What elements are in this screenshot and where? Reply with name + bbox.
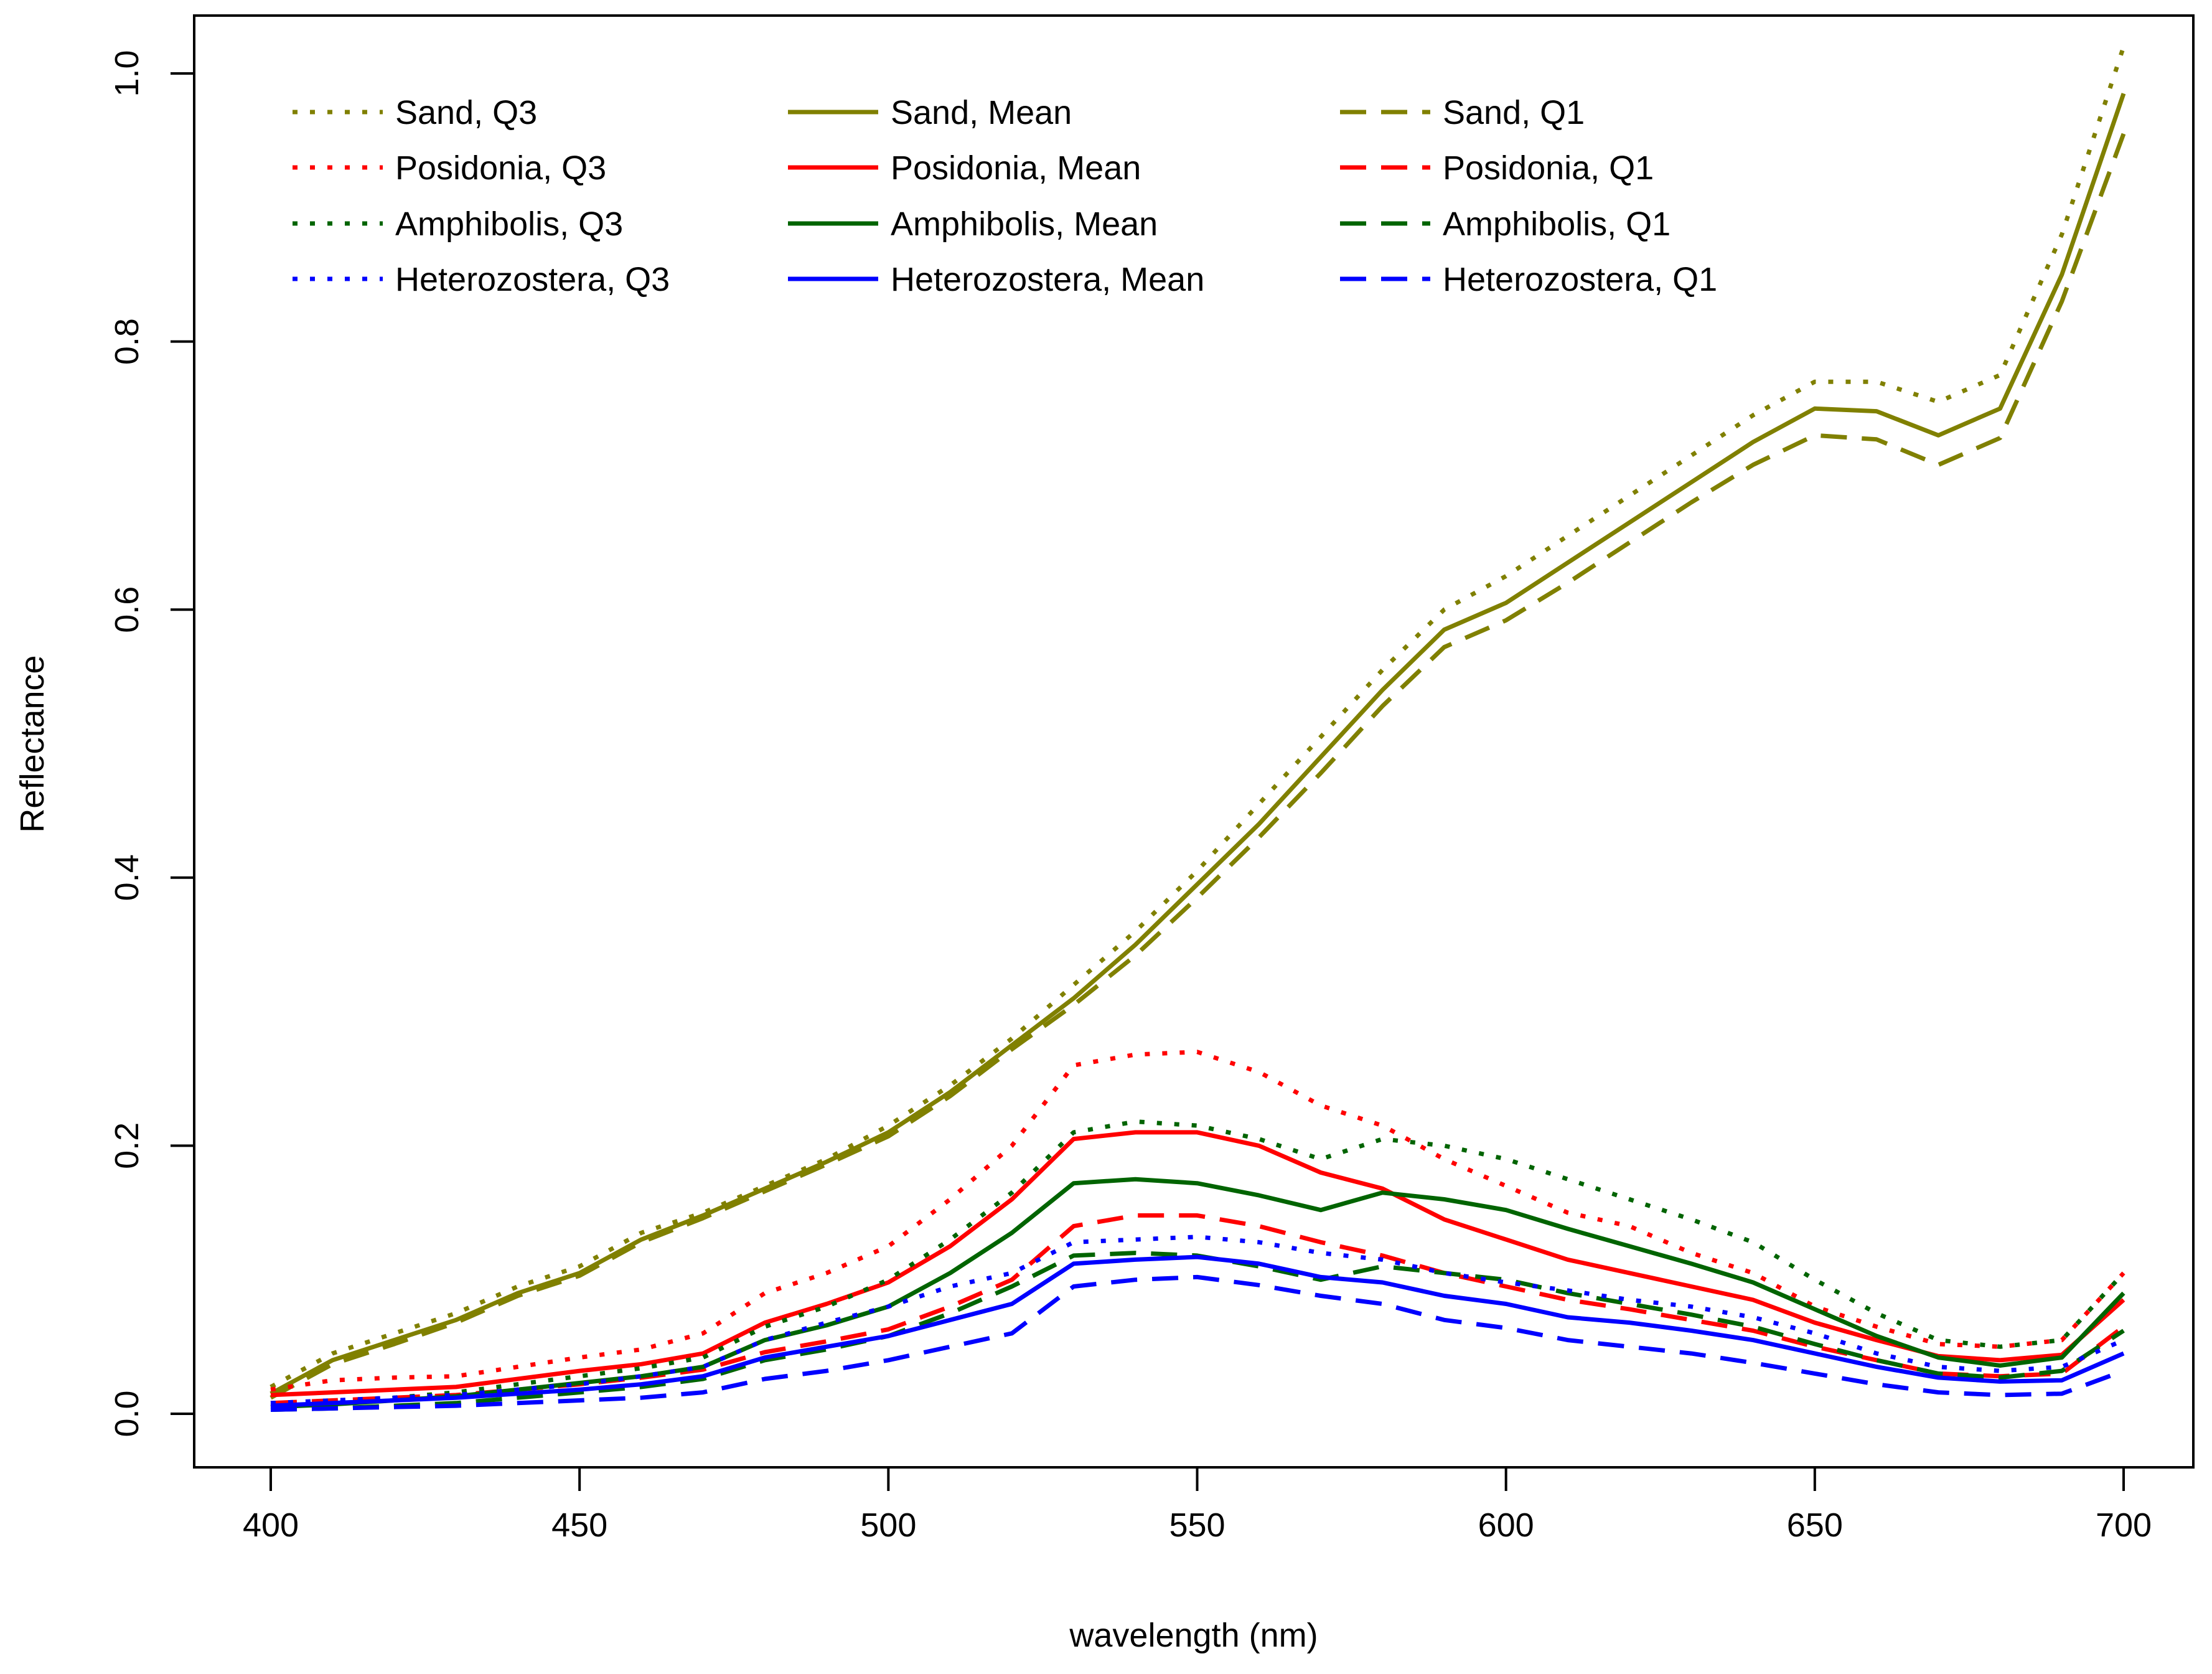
- y-tick-label: 0.8: [108, 318, 146, 365]
- x-tick-label: 650: [1787, 1507, 1843, 1544]
- legend-label: Sand, Q3: [395, 94, 537, 131]
- legend-label: Posidonia, Q3: [395, 149, 606, 187]
- x-tick-label: 600: [1478, 1507, 1534, 1544]
- x-tick-label: 400: [243, 1507, 299, 1544]
- legend-label: Sand, Mean: [891, 94, 1072, 131]
- legend-label: Heterozostera, Q3: [395, 261, 670, 298]
- series-line-12: [270, 1274, 2125, 1412]
- legend-label: Sand, Q1: [1443, 94, 1585, 131]
- x-tick-label: 450: [551, 1507, 607, 1544]
- legend-label: Amphibolis, Q3: [395, 205, 623, 243]
- y-axis-label: Reflectance: [14, 655, 51, 832]
- legend-label: Heterozostera, Q1: [1443, 261, 1717, 298]
- series-line-11: [270, 1254, 2125, 1408]
- series-line-2: [269, 93, 2126, 1396]
- x-tick-label: 550: [1169, 1507, 1225, 1544]
- series-layer: [269, 45, 2126, 1412]
- y-tick-label: 0.0: [108, 1390, 146, 1437]
- series-line-8: [270, 1177, 2125, 1409]
- x-tick-label: 700: [2096, 1507, 2152, 1544]
- x-tick-label: 500: [860, 1507, 916, 1544]
- y-tick-label: 0.2: [108, 1122, 146, 1169]
- legend-label: Posidonia, Q1: [1443, 149, 1654, 187]
- y-tick-label: 0.4: [108, 854, 146, 901]
- y-tick-label: 1.0: [108, 50, 146, 96]
- legend-label: Amphibolis, Mean: [891, 205, 1158, 243]
- y-tick-label: 0.6: [108, 586, 146, 633]
- legend: Sand, Q3 Sand, Mean Sand, Q1 Posidonia, Q3 P…: [293, 94, 1717, 298]
- y-axis: 0.0 0.2 0.4 0.6 0.8 1.0: [108, 50, 195, 1437]
- x-axis: 400 450 500 550 600 650 700: [243, 1466, 2152, 1544]
- legend-label: Heterozostera, Mean: [891, 261, 1204, 298]
- series-line-5: [270, 1130, 2125, 1398]
- series-line-1: [269, 45, 2126, 1389]
- legend-label: Posidonia, Mean: [891, 149, 1141, 187]
- series-line-3: [269, 133, 2126, 1400]
- series-line-4: [270, 1050, 2125, 1392]
- legend-label: Amphibolis, Q1: [1443, 205, 1671, 243]
- x-axis-label: wavelength (nm): [1069, 1617, 1318, 1654]
